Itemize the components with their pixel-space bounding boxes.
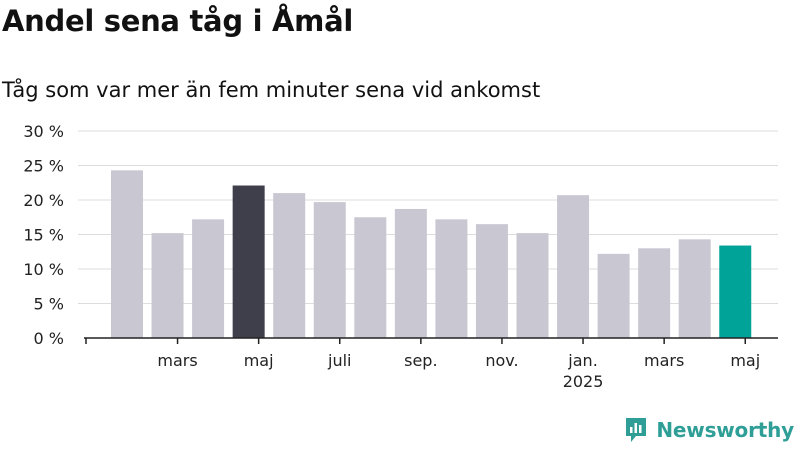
- bar: [111, 170, 143, 338]
- bar: [435, 219, 468, 338]
- y-tick-label: 30 %: [23, 122, 64, 141]
- bar: [678, 239, 711, 338]
- x-tick-label: nov.: [485, 351, 518, 370]
- bar: [313, 202, 346, 338]
- brand: Newsworthy: [624, 416, 794, 444]
- bar: [475, 224, 508, 338]
- x-tick-label: juli: [327, 351, 351, 370]
- bar: [516, 233, 549, 338]
- bar: [719, 245, 752, 338]
- x-axis-ticks: mars maj juli sep. nov. jan. 2025 mars maj: [85, 338, 760, 391]
- y-axis-ticks: 0 % 5 % 10 % 15 % 20 % 25 % 30 %: [23, 122, 64, 348]
- x-tick-label: maj: [730, 351, 760, 370]
- y-tick-label: 15 %: [23, 226, 64, 245]
- x-tick-label: jan.: [567, 351, 597, 370]
- x-tick-label: mars: [157, 351, 197, 370]
- bars: [111, 170, 752, 338]
- bar: [273, 193, 306, 338]
- y-tick-label: 5 %: [34, 295, 64, 314]
- x-tick-sublabel: 2025: [563, 372, 604, 391]
- bar: [557, 195, 590, 338]
- x-tick-label: maj: [244, 351, 274, 370]
- y-tick-label: 0 %: [34, 329, 64, 348]
- x-tick-label: sep.: [404, 351, 437, 370]
- y-tick-label: 25 %: [23, 157, 64, 176]
- bar: [597, 253, 630, 338]
- brand-name: Newsworthy: [656, 418, 794, 442]
- y-tick-label: 10 %: [23, 260, 64, 279]
- bar: [232, 185, 265, 338]
- bar: [192, 219, 225, 338]
- bar: [394, 208, 427, 338]
- y-tick-label: 20 %: [23, 191, 64, 210]
- bar: [638, 248, 671, 338]
- bar: [151, 233, 184, 338]
- bar: [354, 217, 387, 338]
- x-tick-label: mars: [644, 351, 684, 370]
- chart-title: Andel sena tåg i Åmål: [2, 4, 353, 38]
- chart-subtitle: Tåg som var mer än fem minuter sena vid …: [2, 78, 541, 102]
- newsworthy-logo-icon: [626, 418, 647, 442]
